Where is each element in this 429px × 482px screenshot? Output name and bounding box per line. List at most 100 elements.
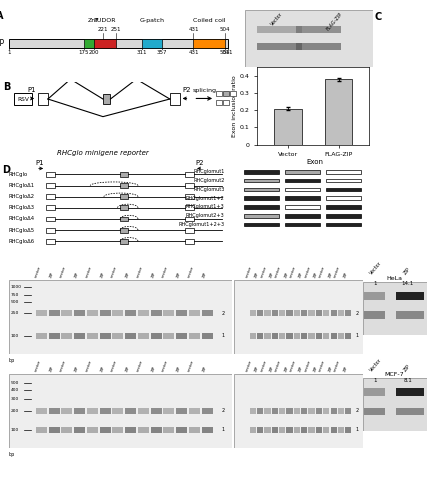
Text: 1: 1	[356, 427, 359, 432]
Text: splicing: splicing	[192, 88, 216, 93]
FancyBboxPatch shape	[185, 239, 194, 244]
FancyBboxPatch shape	[244, 179, 279, 183]
Text: 100: 100	[11, 334, 19, 337]
FancyBboxPatch shape	[244, 205, 279, 209]
FancyBboxPatch shape	[46, 183, 55, 188]
FancyBboxPatch shape	[385, 23, 393, 28]
Text: ZIP: ZIP	[74, 366, 80, 373]
Text: ZIP: ZIP	[151, 366, 157, 373]
Bar	[274, 108, 302, 145]
Text: ZIP: ZIP	[125, 366, 131, 373]
Text: 2: 2	[356, 311, 359, 316]
Text: 2: 2	[222, 408, 225, 414]
FancyBboxPatch shape	[9, 280, 232, 354]
FancyBboxPatch shape	[279, 333, 285, 338]
FancyBboxPatch shape	[330, 333, 337, 338]
FancyBboxPatch shape	[376, 31, 384, 37]
FancyBboxPatch shape	[294, 333, 300, 338]
Text: MCF-7: MCF-7	[385, 373, 405, 377]
FancyBboxPatch shape	[257, 26, 302, 33]
Text: P1: P1	[36, 161, 44, 166]
Text: vector: vector	[289, 266, 297, 279]
Text: vector: vector	[289, 360, 297, 373]
Text: 200: 200	[89, 51, 100, 55]
FancyBboxPatch shape	[61, 427, 73, 432]
Text: vector: vector	[318, 360, 326, 373]
FancyBboxPatch shape	[112, 408, 123, 414]
FancyBboxPatch shape	[326, 205, 361, 209]
FancyBboxPatch shape	[74, 333, 85, 338]
FancyBboxPatch shape	[15, 93, 32, 105]
FancyBboxPatch shape	[338, 408, 344, 414]
FancyBboxPatch shape	[112, 427, 123, 432]
FancyBboxPatch shape	[285, 179, 320, 183]
FancyBboxPatch shape	[257, 408, 263, 414]
FancyBboxPatch shape	[46, 194, 55, 199]
Text: RHCglomut3: RHCglomut3	[193, 187, 225, 192]
FancyBboxPatch shape	[36, 333, 47, 338]
Text: 500: 500	[11, 300, 19, 304]
FancyBboxPatch shape	[285, 196, 320, 200]
FancyBboxPatch shape	[176, 427, 187, 432]
FancyBboxPatch shape	[151, 408, 162, 414]
Text: ZIP: ZIP	[100, 366, 106, 373]
Text: ZIP: ZIP	[269, 366, 275, 373]
Text: ZIP: ZIP	[48, 272, 54, 279]
Text: RHCglomut1: RHCglomut1	[193, 169, 225, 174]
Text: 1: 1	[374, 281, 377, 286]
FancyBboxPatch shape	[296, 26, 341, 33]
Text: Vector: Vector	[369, 357, 382, 372]
FancyBboxPatch shape	[272, 408, 278, 414]
FancyBboxPatch shape	[202, 333, 212, 338]
FancyBboxPatch shape	[163, 333, 174, 338]
FancyBboxPatch shape	[323, 408, 329, 414]
Text: RHCgloΔ5: RHCgloΔ5	[9, 228, 35, 233]
Text: HeLa: HeLa	[387, 276, 403, 281]
FancyBboxPatch shape	[244, 196, 279, 200]
FancyBboxPatch shape	[49, 427, 60, 432]
Text: D: D	[3, 165, 10, 175]
FancyBboxPatch shape	[285, 214, 320, 217]
FancyBboxPatch shape	[138, 333, 149, 338]
Text: vector: vector	[161, 360, 169, 373]
Text: Coiled coil: Coiled coil	[193, 18, 225, 23]
FancyBboxPatch shape	[120, 228, 128, 233]
Text: ZIP: ZIP	[202, 272, 208, 279]
FancyBboxPatch shape	[396, 311, 424, 319]
Text: vector: vector	[275, 266, 282, 279]
Text: ZIP: ZIP	[254, 366, 260, 373]
FancyBboxPatch shape	[345, 408, 351, 414]
FancyBboxPatch shape	[61, 333, 73, 338]
Text: 1: 1	[7, 51, 11, 55]
FancyBboxPatch shape	[125, 333, 136, 338]
Text: ZIP: ZIP	[100, 272, 106, 279]
FancyBboxPatch shape	[142, 39, 162, 49]
FancyBboxPatch shape	[176, 408, 187, 414]
Text: RHCgloΔ3: RHCgloΔ3	[9, 205, 35, 210]
Text: ZIP: ZIP	[299, 272, 305, 279]
FancyBboxPatch shape	[176, 333, 187, 338]
FancyBboxPatch shape	[87, 310, 98, 316]
FancyBboxPatch shape	[120, 216, 128, 222]
FancyBboxPatch shape	[87, 408, 98, 414]
Text: ZIP: ZIP	[176, 366, 182, 373]
FancyBboxPatch shape	[46, 228, 55, 233]
FancyBboxPatch shape	[120, 205, 128, 210]
FancyBboxPatch shape	[138, 310, 149, 316]
Text: vector: vector	[318, 266, 326, 279]
Text: ZIP: ZIP	[403, 363, 412, 372]
FancyBboxPatch shape	[244, 214, 279, 217]
Text: RHCglo minigene reporter: RHCglo minigene reporter	[57, 149, 149, 156]
FancyBboxPatch shape	[308, 408, 315, 414]
FancyBboxPatch shape	[36, 408, 47, 414]
FancyBboxPatch shape	[338, 310, 344, 316]
Text: ZIP: ZIP	[403, 267, 412, 276]
FancyBboxPatch shape	[345, 333, 351, 338]
FancyBboxPatch shape	[279, 310, 285, 316]
FancyBboxPatch shape	[202, 427, 212, 432]
FancyBboxPatch shape	[185, 172, 194, 177]
Text: ZIP: ZIP	[328, 366, 334, 373]
Text: P2: P2	[182, 87, 191, 93]
FancyBboxPatch shape	[326, 214, 361, 217]
Text: 200: 200	[11, 409, 19, 413]
